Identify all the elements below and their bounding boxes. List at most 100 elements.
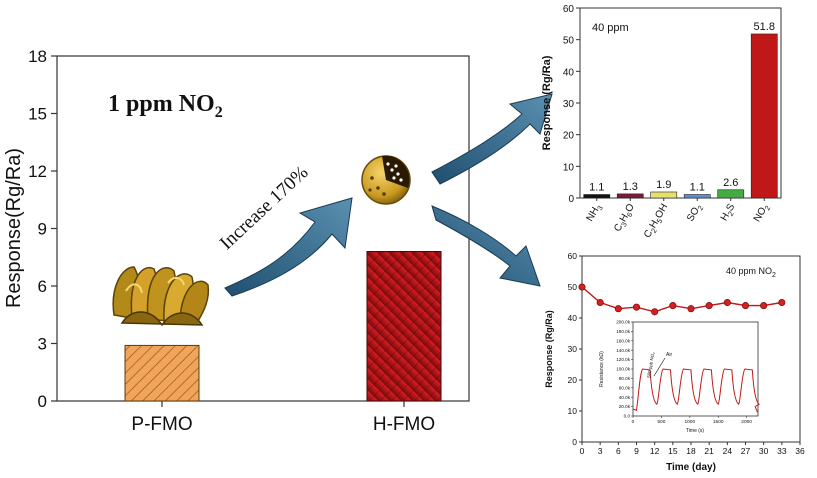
selectivity-value-label: 51.8 [754,21,775,33]
stability-x-tick-label: 6 [616,446,621,456]
p-fmo-nanoflower-illustration [112,266,210,327]
stability-line [581,286,782,313]
selectivity-y-tick-label: 30 [563,99,575,110]
selectivity-bar [750,33,778,199]
selectivity-x-tick-label: C3H6O [612,202,638,235]
stability-y-tick-label: 0 [572,437,577,447]
selectivity-y-tick-label: 0 [568,194,574,205]
inset-x-tick-label: 2000 [741,419,752,425]
stability-x-tick-label: 9 [634,446,639,456]
selectivity-bar [650,191,678,199]
inset-y-tick-label: 120.0k [616,357,630,362]
stability-x-tick-label: 36 [795,446,805,456]
main-annotation: 1 ppm NO2 [108,91,223,121]
selectivity-plot-frame [579,7,782,199]
inset-y-tick-label: 0.0 [624,414,631,419]
inset-air-label: Air [666,352,672,358]
stability-x-tick-label: 18 [686,446,696,456]
selectivity-y-tick-label: 50 [563,36,575,47]
selectivity-x-tick-label: SO2 [685,202,705,224]
stability-annotation: 40 ppm NO2 [726,266,776,279]
stability-y-tick-label: 40 [568,313,578,323]
stability-x-axis: 0 3 6 9 12 15 18 21 24 27 30 33 36 [580,442,805,456]
main-y-tick-label: 12 [28,162,47,181]
selectivity-value-label: 1.3 [623,181,638,193]
stability-inset-chart: 0.0 20.0k 40.0k 60.0k 80.0k 100.0k 120.0k 140.0… [599,320,761,434]
inset-x-tick-label: 1500 [713,419,724,425]
main-y-tick-label: 0 [38,392,47,411]
stability-point [596,298,604,307]
selectivity-bars: 1.1 1.3 1.9 1.1 2.6 51.8 [583,21,778,199]
main-y-tick-label: 9 [38,220,47,239]
stability-x-tick-label: 0 [580,446,585,456]
main-x-tick-label: H-FMO [373,414,435,435]
selectivity-annotation: 40 ppm [592,22,629,34]
stability-point [705,302,713,310]
stability-point [578,283,586,291]
selectivity-x-tick-label: C2H5OH [642,202,672,241]
h-fmo-hollow-sphere-illustration [361,155,411,205]
stability-y-tick-label: 10 [568,406,578,416]
main-x-tick-label: P-FMO [131,414,192,435]
main-x-axis: P-FMO H-FMO [131,401,435,435]
inset-y-axis: 0.0 20.0k 40.0k 60.0k 80.0k 100.0k 120.0k 140.0… [616,320,633,419]
selectivity-y-tick-label: 20 [563,131,575,142]
inset-x-tick-label: 1000 [684,419,695,425]
stability-series [578,283,786,316]
inset-resistance-curve [632,368,761,413]
selectivity-bar [717,189,745,199]
inset-y-tick-label: 200.0k [616,320,630,325]
inset-y-tick-label: 160.0k [616,338,630,343]
stability-y-tick-label: 30 [568,344,578,354]
stability-point [760,302,768,310]
selectivity-chart: 0 10 20 30 40 50 60 Response (Rg/Ra) 40 ppm 1.… [541,4,782,241]
stability-x-tick-label: 24 [723,446,733,456]
increase-arrow [224,197,353,297]
stability-y-tick-label: 60 [568,251,578,261]
selectivity-value-label: 1.9 [656,179,671,191]
arrow-to-selectivity-chart [431,93,553,185]
selectivity-x-tick-label: H2S [719,202,739,224]
inset-air-pointer [653,357,666,377]
selectivity-y-axis-label: Response (Rg/Ra) [541,55,553,150]
stability-y-tick-label: 20 [568,375,578,385]
main-bar-p-fmo [124,344,200,402]
stability-x-tick-label: 30 [759,446,769,456]
main-chart: 0 3 6 9 12 15 18 Response(Rg/Ra) 1 ppm NO2 P-F… [3,47,553,435]
stability-point [687,305,695,313]
stability-x-tick-label: 15 [668,446,678,456]
inset-y-tick-label: 140.0k [616,348,630,353]
stability-x-tick-label: 3 [598,446,603,456]
stability-point [632,303,641,311]
inset-x-tick-label: 500 [657,419,665,425]
main-y-tick-label: 6 [38,277,47,296]
stability-point [651,308,659,316]
selectivity-bar [583,194,611,199]
stability-x-axis-label: Time (day) [666,462,716,473]
selectivity-value-label: 2.6 [723,177,738,189]
main-y-tick-label: 18 [28,47,47,66]
inset-x-tick-label: 0 [632,419,635,425]
inset-y-tick-label: 60.0k [619,385,631,390]
inset-y-tick-label: 180.0k [616,329,630,334]
inset-y-tick-label: 100.0k [616,367,630,372]
stability-point [778,298,786,307]
stability-point [723,298,731,307]
stability-y-tick-label: 50 [568,282,578,292]
selectivity-x-tick-label: NH3 [585,202,605,224]
selectivity-y-axis: 0 10 20 30 40 50 60 [563,4,580,205]
main-y-tick-label: 3 [38,335,47,354]
inset-x-axis: 0 500 1000 1500 2000 [632,416,752,425]
stability-x-tick-label: 27 [741,446,751,456]
main-bar-h-fmo [366,251,442,402]
stability-y-axis: 0 10 20 30 40 50 60 [568,251,582,447]
selectivity-bar [683,194,711,199]
stability-point [614,305,622,313]
selectivity-x-tick-label: NO2 [752,202,773,225]
stability-point [741,302,750,310]
stability-y-axis-label: Response (Rg/Ra) [544,310,554,388]
inset-gas-label: 500 ppb NO₂ [646,351,655,378]
stability-x-tick-label: 12 [650,446,660,456]
